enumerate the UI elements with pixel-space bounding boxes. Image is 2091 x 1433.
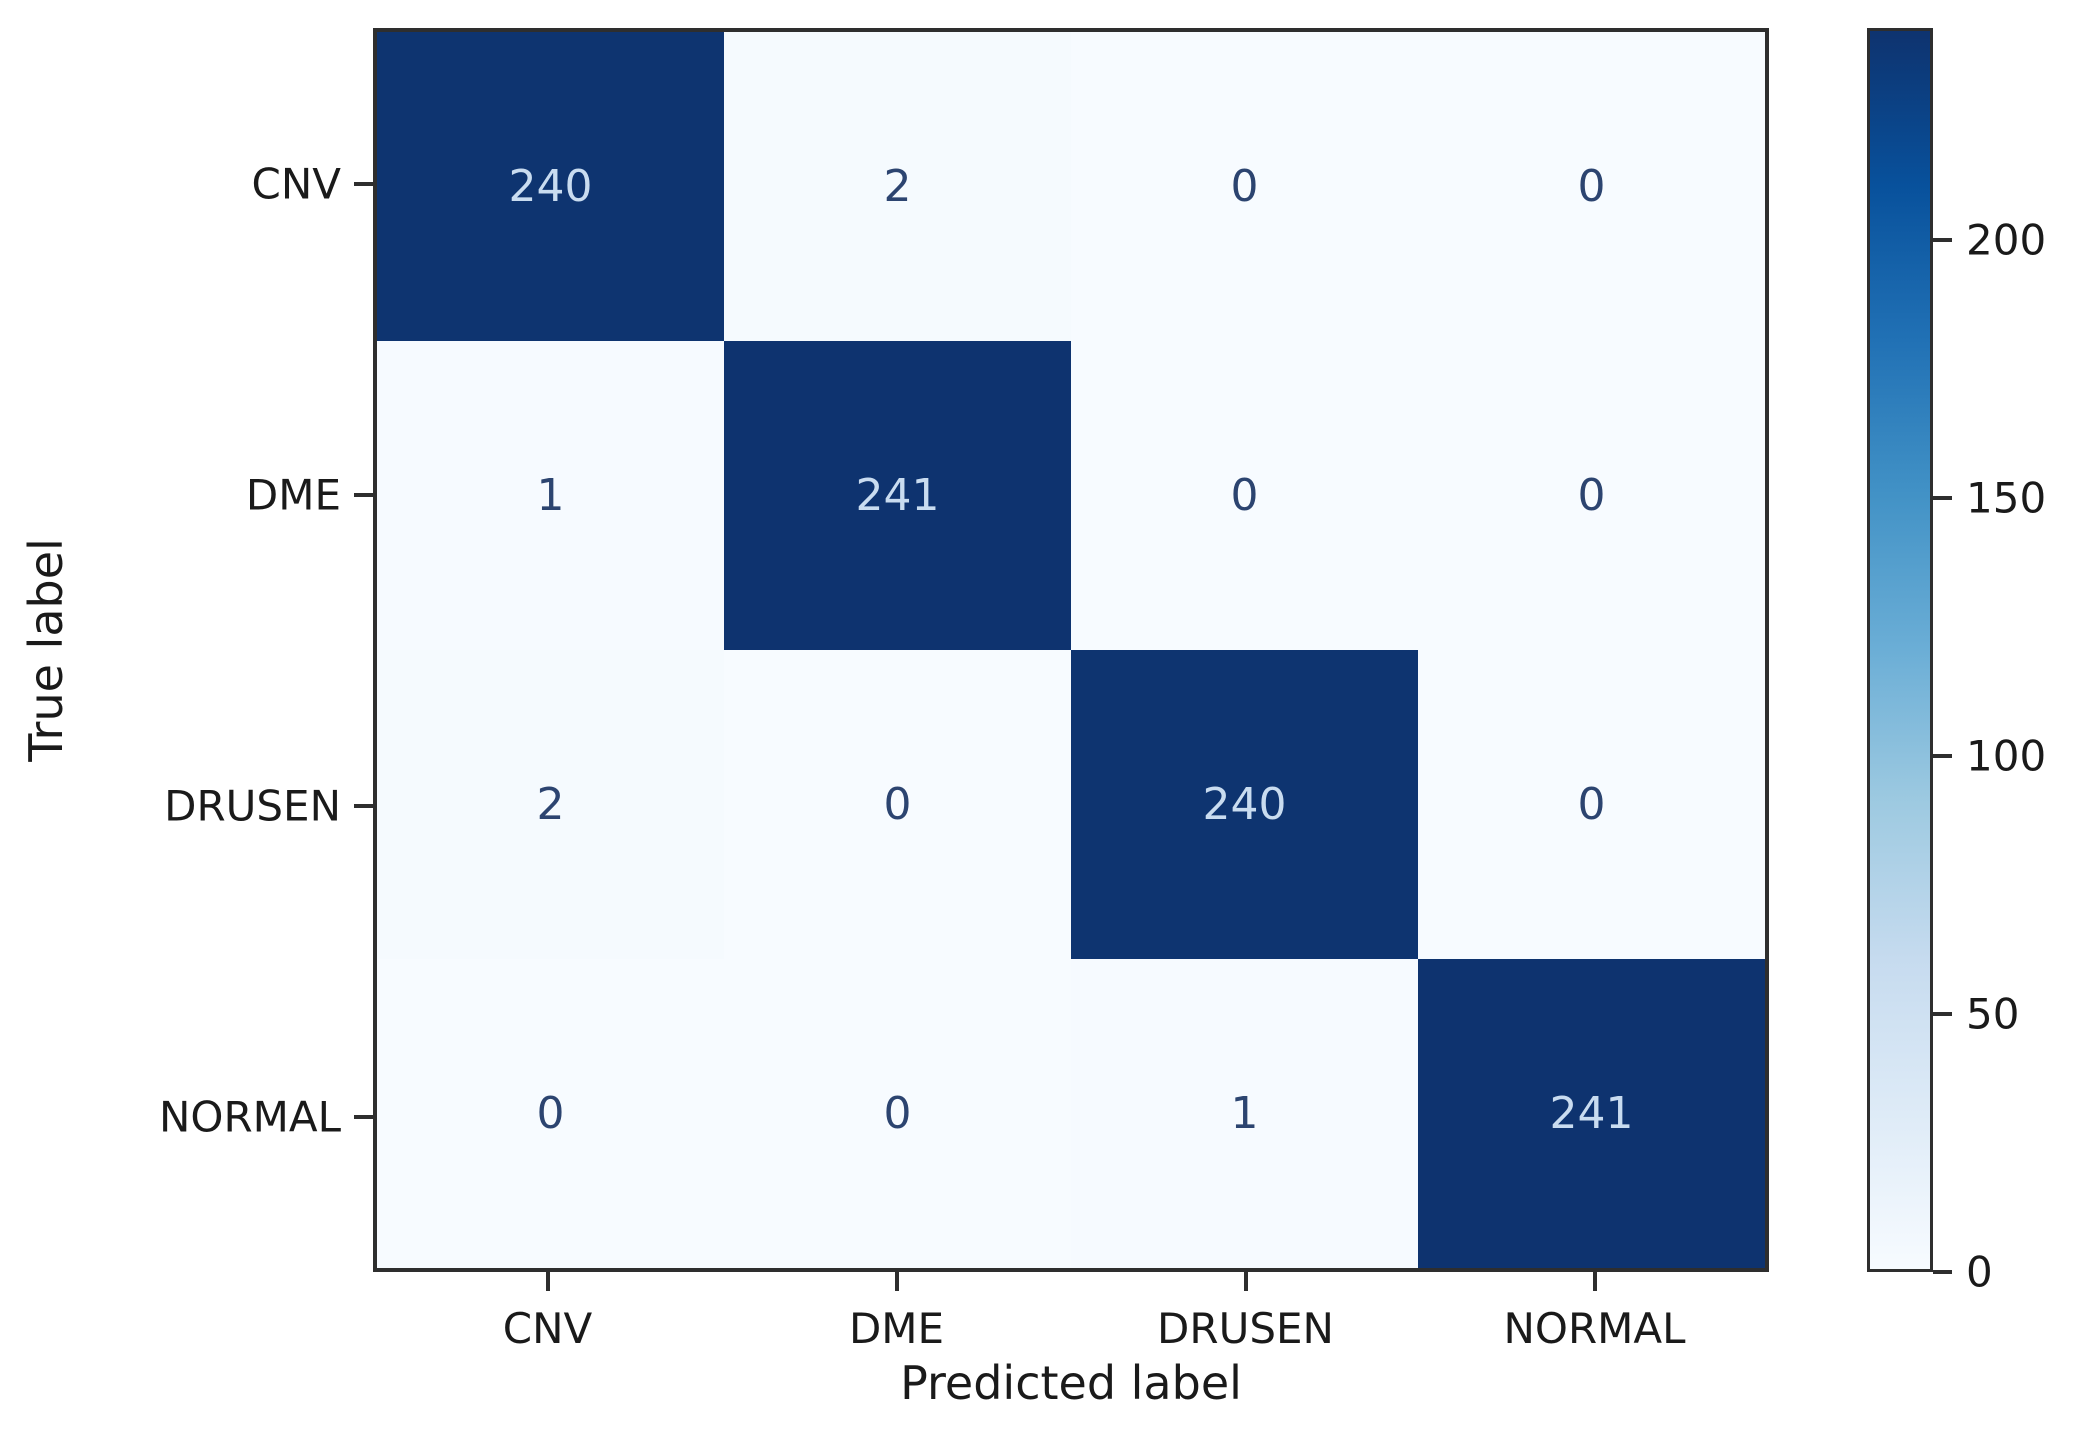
y-tick-mark-CNV [354,181,373,186]
cell-DME-NORMAL: 0 [1418,341,1765,650]
colorbar-tick-mark-200 [1933,237,1952,242]
cell-CNV-DRUSEN: 0 [1071,32,1418,341]
colorbar-tick-label-200: 200 [1966,215,2047,265]
cell-NORMAL-NORMAL: 241 [1418,959,1765,1268]
cell-DRUSEN-CNV: 2 [377,650,724,959]
colorbar-tick-mark-50 [1933,1011,1952,1016]
colorbar-ticks: 0 50 100 150 200 [1930,28,2091,1297]
colorbar-tick-mark-100 [1933,753,1952,758]
y-tick-label-DME: DME [245,470,341,519]
x-tick-mark-NORMAL [1592,1272,1597,1291]
cell-DRUSEN-NORMAL: 0 [1418,650,1765,959]
y-tick-mark-NORMAL [354,1114,373,1119]
y-tick-mark-DME [354,492,373,497]
colorbar-tick-label-150: 150 [1966,473,2047,523]
y-tick-label-DRUSEN: DRUSEN [164,781,341,830]
cell-NORMAL-CNV: 0 [377,959,724,1268]
x-axis-ticks: CNV DME DRUSEN NORMAL [373,1272,1769,1422]
colorbar-tick-mark-0 [1933,1270,1952,1274]
cell-NORMAL-DME: 0 [724,959,1071,1268]
cell-DRUSEN-DRUSEN: 240 [1071,650,1418,959]
x-tick-label-DRUSEN: DRUSEN [1157,1304,1334,1353]
cell-DME-DME: 241 [724,341,1071,650]
x-tick-mark-CNV [545,1272,550,1291]
cell-NORMAL-DRUSEN: 1 [1071,959,1418,1268]
cell-CNV-CNV: 240 [377,32,724,341]
x-tick-mark-DRUSEN [1243,1272,1248,1291]
cell-CNV-NORMAL: 0 [1418,32,1765,341]
cell-CNV-DME: 2 [724,32,1071,341]
cell-DRUSEN-DME: 0 [724,650,1071,959]
y-tick-label-CNV: CNV [251,159,341,208]
heatmap-plot: 240 2 0 0 1 241 0 0 2 0 240 0 0 0 1 241 [373,28,1769,1272]
x-tick-label-CNV: CNV [502,1304,593,1353]
y-axis-ticks: CNV DME DRUSEN NORMAL [0,28,373,1272]
y-tick-label-NORMAL: NORMAL [158,1092,341,1141]
x-axis-title: Predicted label [900,1356,1242,1410]
colorbar-tick-label-0: 0 [1966,1247,1993,1297]
y-tick-mark-DRUSEN [354,803,373,808]
x-tick-label-NORMAL: NORMAL [1503,1304,1686,1353]
cell-DME-CNV: 1 [377,341,724,650]
colorbar-gradient [1870,31,1930,1269]
colorbar-tick-label-50: 50 [1966,989,2020,1039]
x-tick-mark-DME [894,1272,899,1291]
cell-DME-DRUSEN: 0 [1071,341,1418,650]
colorbar-tick-label-100: 100 [1966,731,2047,781]
colorbar [1867,28,1933,1272]
heatmap-cells: 240 2 0 0 1 241 0 0 2 0 240 0 0 0 1 241 [377,32,1765,1268]
colorbar-tick-mark-150 [1933,495,1952,500]
x-tick-label-DME: DME [848,1304,945,1353]
